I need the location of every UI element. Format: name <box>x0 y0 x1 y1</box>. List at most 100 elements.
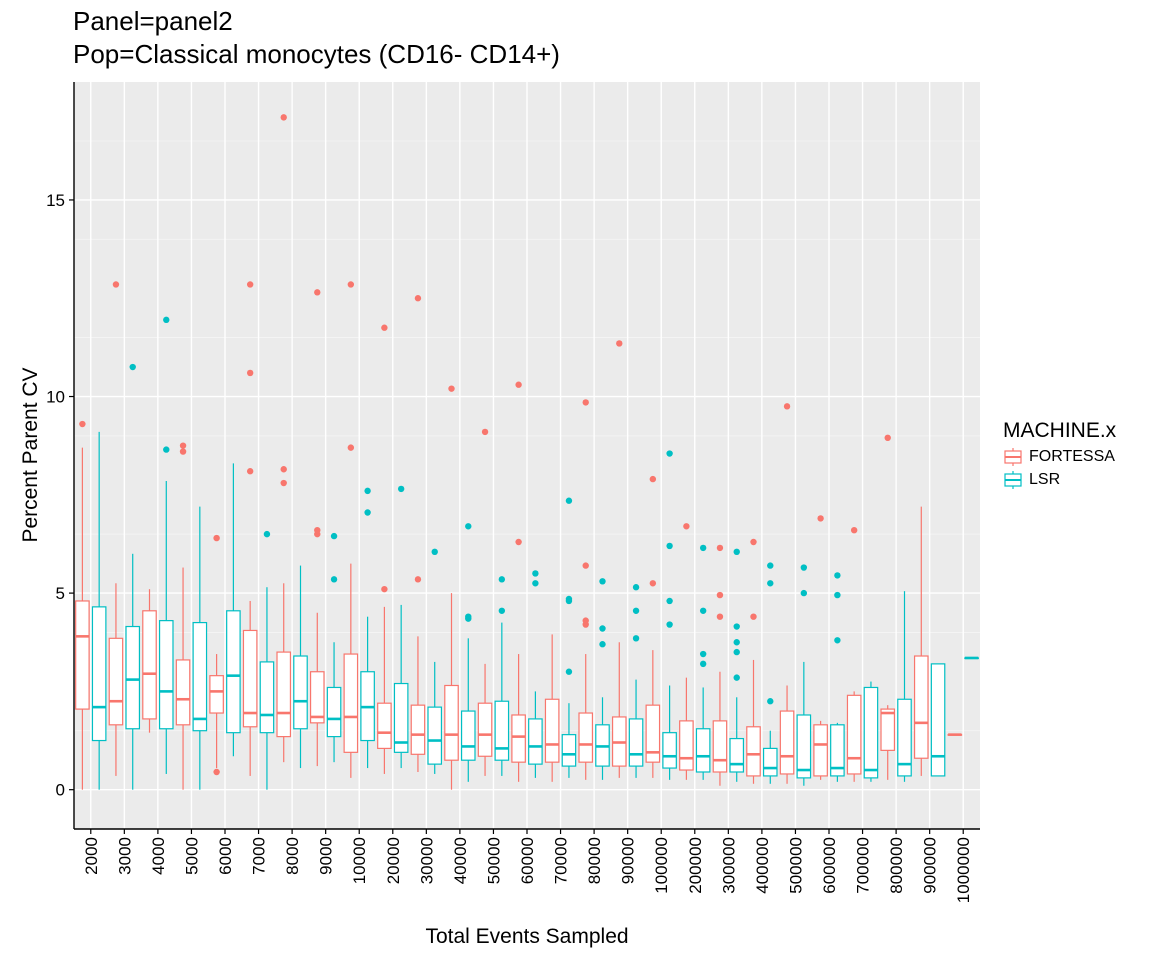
box-body <box>126 627 139 729</box>
y-tick-label: 5 <box>56 584 65 603</box>
box-body <box>92 607 105 741</box>
legend-label-fortessa: FORTESSA <box>1029 448 1115 466</box>
outlier-point <box>633 584 639 590</box>
outlier-point <box>180 442 186 448</box>
box-body <box>529 719 542 764</box>
outlier-point <box>817 515 823 521</box>
outlier-point <box>566 669 572 675</box>
outlier-point <box>700 661 706 667</box>
outlier-point <box>213 535 219 541</box>
box-body <box>764 748 777 776</box>
x-tick-label: 80000 <box>585 837 604 884</box>
box-body <box>344 654 357 752</box>
box-lsr-1000000 <box>965 658 978 659</box>
box-body <box>160 621 173 729</box>
box-body <box>814 725 827 776</box>
x-axis-title: Total Events Sampled <box>425 925 628 949</box>
box-lsr-700000 <box>864 682 877 782</box>
x-tick-label: 60000 <box>518 837 537 884</box>
box-body <box>931 664 944 776</box>
outlier-point <box>750 539 756 545</box>
outlier-point <box>734 639 740 645</box>
outlier-point <box>348 281 354 287</box>
outlier-point <box>750 613 756 619</box>
outlier-point <box>583 562 589 568</box>
x-tick-label: 70000 <box>552 837 571 884</box>
outlier-point <box>767 580 773 586</box>
outlier-point <box>499 608 505 614</box>
x-tick-label: 200000 <box>686 837 705 894</box>
outlier-point <box>666 598 672 604</box>
box-body <box>915 656 928 758</box>
x-tick-label: 1000000 <box>954 837 973 903</box>
outlier-point <box>717 545 723 551</box>
outlier-point <box>130 364 136 370</box>
outlier-point <box>247 281 253 287</box>
box-body <box>545 699 558 762</box>
outlier-point <box>767 562 773 568</box>
y-tick-label: 15 <box>46 191 65 210</box>
outlier-point <box>281 466 287 472</box>
box-body <box>260 662 273 733</box>
legend-label-lsr: LSR <box>1029 471 1060 489</box>
box-body <box>327 687 340 736</box>
box-body <box>378 703 391 748</box>
box-body <box>713 721 726 772</box>
outlier-point <box>314 289 320 295</box>
legend-item-fortessa: FORTESSA <box>1003 446 1115 468</box>
legend-key-fortessa <box>1003 447 1023 467</box>
box-body <box>881 709 894 750</box>
box-fortessa-4000 <box>143 589 156 733</box>
box-body <box>680 721 693 770</box>
outlier-point <box>717 592 723 598</box>
box-lsr-900000 <box>931 664 944 776</box>
box-body <box>478 703 491 756</box>
x-tick-label: 3000 <box>115 837 134 875</box>
y-axis-title: Percent Parent CV <box>19 367 43 542</box>
box-body <box>663 733 676 768</box>
x-tick-label: 800000 <box>887 837 906 894</box>
box-body <box>277 652 290 737</box>
x-tick-label: 7000 <box>250 837 269 875</box>
x-tick-label: 700000 <box>854 837 873 894</box>
outlier-point <box>616 340 622 346</box>
outlier-point <box>281 114 287 120</box>
outlier-point <box>113 281 119 287</box>
outlier-point <box>448 385 454 391</box>
outlier-point <box>734 549 740 555</box>
outlier-point <box>700 608 706 614</box>
outlier-point <box>281 480 287 486</box>
outlier-point <box>734 623 740 629</box>
y-tick-label: 10 <box>46 388 65 407</box>
outlier-point <box>599 578 605 584</box>
box-body <box>176 660 189 725</box>
box-body <box>797 715 810 778</box>
outlier-point <box>734 674 740 680</box>
box-body <box>210 676 223 713</box>
outlier-point <box>465 613 471 619</box>
outlier-point <box>599 625 605 631</box>
legend-title: MACHINE.x <box>1003 419 1116 443</box>
box-body <box>780 711 793 774</box>
outlier-point <box>79 421 85 427</box>
outlier-point <box>885 435 891 441</box>
outlier-point <box>767 698 773 704</box>
box-body <box>562 735 575 766</box>
x-tick-label: 6000 <box>216 837 235 875</box>
outlier-point <box>801 590 807 596</box>
outlier-point <box>348 444 354 450</box>
box-body <box>76 601 89 709</box>
outlier-point <box>465 523 471 529</box>
outlier-point <box>532 580 538 586</box>
x-tick-label: 900000 <box>921 837 940 894</box>
outlier-point <box>398 486 404 492</box>
outlier-point <box>650 580 656 586</box>
outlier-point <box>163 446 169 452</box>
x-tick-label: 300000 <box>719 837 738 894</box>
outlier-point <box>247 468 253 474</box>
box-body <box>445 685 458 760</box>
box-body <box>495 701 508 760</box>
box-body <box>227 611 240 733</box>
x-tick-label: 9000 <box>317 837 336 875</box>
